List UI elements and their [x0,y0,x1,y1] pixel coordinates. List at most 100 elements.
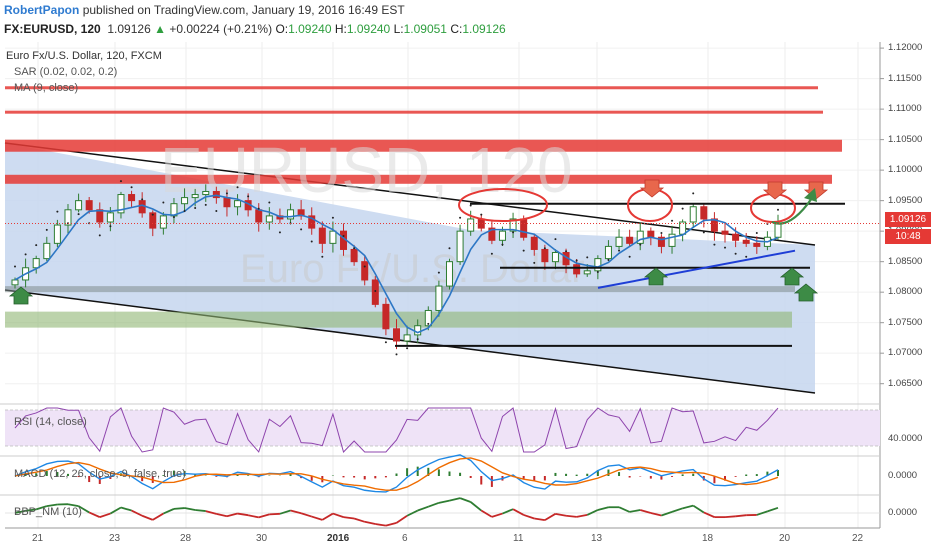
watermark-symbol: EURUSD, 120 [160,134,573,206]
sar-dot [522,249,525,252]
sar-dot [448,247,451,250]
bbp-segment [692,504,705,514]
candle-body [424,309,432,327]
bbp-segment [703,511,715,518]
projection-arrow-icon [804,188,817,202]
bbp-segment [120,506,132,512]
bbp-segment [544,513,556,521]
legend-rsi[interactable]: RSI (14, close) [14,416,87,428]
bbp-segment [618,506,631,513]
bbp-segment [491,512,503,518]
sar-dot [734,252,737,255]
candle-body [435,285,443,311]
sar-dot [406,347,409,350]
sar-dot [480,213,483,216]
sar-dot [469,204,472,207]
candle-body [721,230,729,235]
bbp-segment [290,509,302,515]
candle-body [159,215,167,229]
sar-dot [172,216,175,219]
candle-body [128,194,136,202]
up-arrow-icon [8,286,34,305]
channel-lower-line [4,289,816,394]
price-chart[interactable]: EURUSD, 120 Euro Fx/U.S. Dollar [0,40,932,550]
bbp-segment [671,507,683,513]
candle-body [530,236,538,250]
bbp-segment [427,501,440,508]
bbp-segment [300,512,312,518]
bbp-segment [184,507,196,511]
last-price: 1.09126 [107,22,151,36]
candle-body [255,209,263,223]
bbp-segment [417,505,429,512]
bbp-segment [14,509,26,514]
drawings-layer [5,179,880,347]
signal-line [14,457,779,491]
bbp-segment [141,514,154,521]
legend-ma[interactable]: MA (9, close) [14,82,79,94]
candle-body [657,236,665,247]
high-label: H: [334,22,347,36]
symbol-label: FX:EURUSD, 120 [4,22,101,36]
candle-body [647,230,655,238]
sar-dot [300,228,303,231]
sar-dot [501,243,504,246]
bbp-segment [152,512,164,521]
bbp-segment [523,514,535,520]
sar-dot [745,255,748,258]
bbp-segment [279,509,291,515]
price-tick-label: 1.07500 [888,316,923,328]
candle-body [456,230,464,263]
legend-macd[interactable]: MACD (12, 26, close, 9, false, true) [14,468,186,480]
candle-body [445,261,453,287]
sar-dot [671,219,674,222]
candle-body [350,248,358,263]
high-value: 1.09240 [346,22,391,36]
watermark: EURUSD, 120 Euro Fx/U.S. Dollar [160,134,585,291]
sar-dot [575,259,578,262]
resistance-zone [5,110,823,114]
candle-body [329,230,337,244]
sar-dot [353,247,356,250]
sar-dot [98,234,101,237]
time-label-year: 2016 [327,533,350,544]
sar-dot [702,231,705,234]
low-label: L: [393,22,404,36]
time-label: 11 [513,533,524,544]
bbp-segment [555,512,567,517]
candle-body [700,206,708,220]
time-label: 18 [702,533,714,544]
legend-sar[interactable]: SAR (0.02, 0.02, 0.2) [14,66,118,78]
sar-dot [162,201,165,204]
macd-axis-label: 0.0000 [888,470,918,481]
sar-dot [194,206,197,209]
bbp-segment [99,512,111,518]
price-tick-label: 1.07000 [888,347,923,359]
bbp-segment [364,520,376,525]
candle-body [573,264,581,275]
sar-dot [278,231,281,234]
candle-body [32,258,40,269]
time-label: 21 [32,533,44,544]
zones-layer [4,86,842,394]
sar-dot [755,231,758,234]
publish-text: published on TradingView.com, January 19… [82,3,405,17]
candle-body [361,261,369,281]
sar-dot [384,341,387,344]
bbp-segment [756,510,768,516]
candle-body [594,258,602,272]
macd-line [14,454,779,493]
legend-bbp[interactable]: BBP_NM (10) [14,506,82,518]
candle-body [689,206,697,223]
bbp-segment [512,508,525,516]
candle-body [318,227,326,244]
author-link[interactable]: RobertPapon [4,3,80,17]
sar-dot [628,255,631,258]
sar-dot [77,213,80,216]
sar-dot [331,216,334,219]
bbp-segment [216,512,228,518]
candle-body [541,248,549,263]
candle-body [636,230,644,244]
sar-dot [247,195,250,198]
candle-body [96,209,104,223]
